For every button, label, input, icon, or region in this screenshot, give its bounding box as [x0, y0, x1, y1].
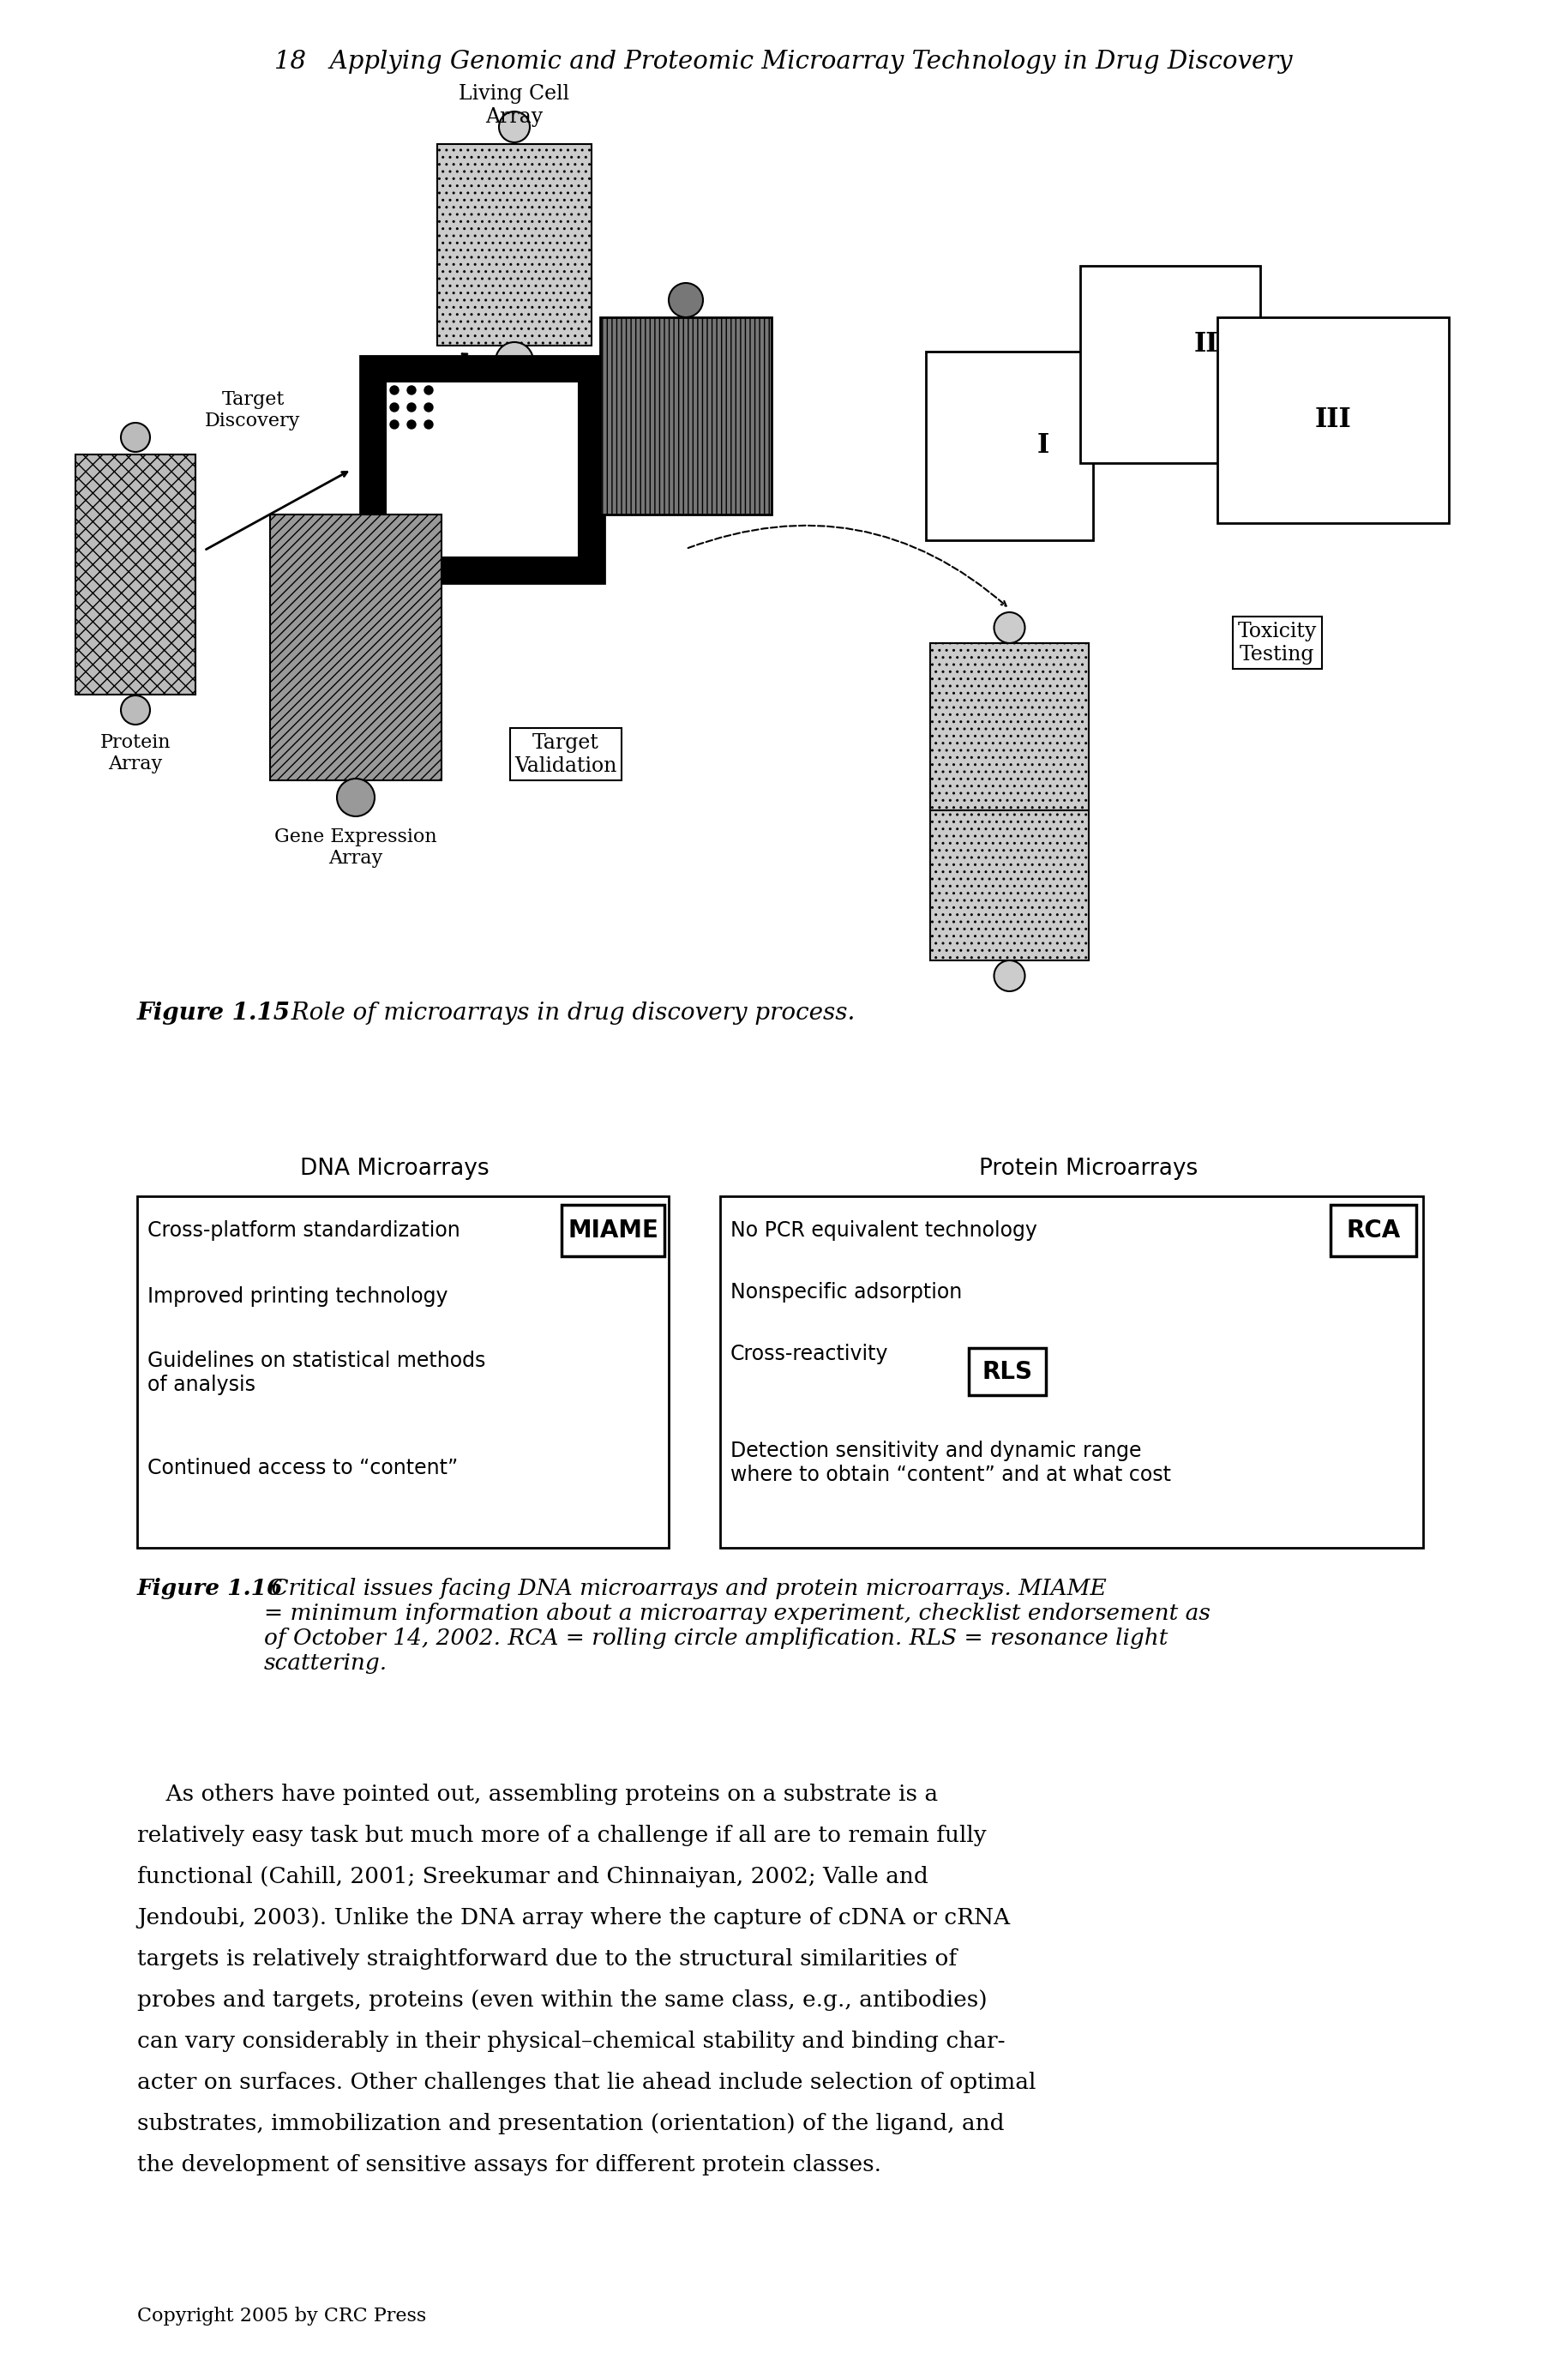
Text: Detection sensitivity and dynamic range
where to obtain “content” and at what co: Detection sensitivity and dynamic range … [731, 1440, 1171, 1486]
Circle shape [390, 421, 398, 428]
Bar [930, 644, 1088, 811]
Bar [969, 1348, 1046, 1395]
Bar [270, 513, 442, 780]
Text: Toxicity
Testing: Toxicity Testing [1237, 623, 1317, 663]
Text: Cross-platform standardization: Cross-platform standardization [147, 1219, 459, 1241]
Text: Critical issues facing DNA microarrays and protein microarrays. MIAME
= minimum : Critical issues facing DNA microarrays a… [263, 1578, 1210, 1673]
Text: Gene Expression
Array: Gene Expression Array [274, 827, 437, 868]
Text: III: III [1316, 406, 1352, 433]
Circle shape [337, 780, 375, 815]
Text: substrates, immobilization and presentation (orientation) of the ligand, and: substrates, immobilization and presentat… [136, 2113, 1005, 2135]
Circle shape [408, 421, 416, 428]
Text: Target
Discovery: Target Discovery [205, 390, 301, 430]
Bar [75, 454, 196, 694]
Text: Copyright 2005 by CRC Press: Copyright 2005 by CRC Press [136, 2306, 426, 2325]
Bar [361, 357, 604, 582]
Bar [561, 1205, 665, 1255]
Text: II: II [1193, 330, 1218, 359]
Circle shape [121, 696, 151, 725]
Circle shape [425, 421, 433, 428]
Bar [437, 145, 591, 345]
Bar [925, 352, 1093, 540]
Circle shape [390, 404, 398, 411]
Circle shape [408, 385, 416, 395]
Text: probes and targets, proteins (even within the same class, e.g., antibodies): probes and targets, proteins (even withi… [136, 1990, 988, 2011]
Text: Cross-reactivity: Cross-reactivity [731, 1343, 889, 1364]
Circle shape [425, 385, 433, 395]
Text: Protein Microarrays: Protein Microarrays [980, 1158, 1198, 1179]
Text: Improved printing technology: Improved printing technology [147, 1286, 448, 1307]
Text: MIAME: MIAME [568, 1219, 659, 1243]
Text: acter on surfaces. Other challenges that lie ahead include selection of optimal: acter on surfaces. Other challenges that… [136, 2073, 1036, 2094]
Bar [1217, 316, 1449, 523]
Text: Figure 1.15: Figure 1.15 [136, 1001, 290, 1024]
Text: Role of microarrays in drug discovery process.: Role of microarrays in drug discovery pr… [276, 1001, 855, 1024]
Text: RCA: RCA [1347, 1219, 1400, 1243]
Text: relatively easy task but much more of a challenge if all are to remain fully: relatively easy task but much more of a … [136, 1826, 986, 1847]
Circle shape [994, 613, 1025, 644]
Circle shape [390, 385, 398, 395]
Text: I: I [1036, 433, 1049, 459]
Circle shape [408, 404, 416, 411]
Bar [1331, 1205, 1416, 1255]
Bar [1080, 266, 1261, 464]
Text: RLS: RLS [982, 1360, 1033, 1383]
Bar [386, 383, 579, 556]
Bar [136, 1196, 668, 1547]
Text: Figure 1.16: Figure 1.16 [136, 1578, 284, 1600]
Text: functional (Cahill, 2001; Sreekumar and Chinnaiyan, 2002; Valle and: functional (Cahill, 2001; Sreekumar and … [136, 1866, 928, 1887]
Circle shape [425, 404, 433, 411]
Text: Guidelines on statistical methods
of analysis: Guidelines on statistical methods of ana… [147, 1350, 486, 1395]
Text: Target
Validation: Target Validation [514, 732, 616, 775]
Text: No PCR equivalent technology: No PCR equivalent technology [731, 1219, 1036, 1241]
Text: can vary considerably in their physical–chemical stability and binding char-: can vary considerably in their physical–… [136, 2030, 1005, 2051]
Text: targets is relatively straightforward due to the structural similarities of: targets is relatively straightforward du… [136, 1949, 956, 1971]
Text: Continued access to “content”: Continued access to “content” [147, 1457, 458, 1478]
Bar [930, 811, 1088, 960]
Text: 18   Applying Genomic and Proteomic Microarray Technology in Drug Discovery: 18 Applying Genomic and Proteomic Microa… [274, 50, 1292, 74]
Circle shape [121, 423, 151, 452]
Text: DNA Microarrays: DNA Microarrays [299, 1158, 489, 1179]
Text: Nonspecific adsorption: Nonspecific adsorption [731, 1281, 963, 1303]
Circle shape [499, 112, 530, 143]
Text: Protein
Array: Protein Array [100, 732, 171, 775]
Text: Jendoubi, 2003). Unlike the DNA array where the capture of cDNA or cRNA: Jendoubi, 2003). Unlike the DNA array wh… [136, 1906, 1010, 1928]
Bar [720, 1196, 1424, 1547]
Text: the development of sensitive assays for different protein classes.: the development of sensitive assays for … [136, 2154, 881, 2175]
Text: As others have pointed out, assembling proteins on a substrate is a: As others have pointed out, assembling p… [136, 1783, 938, 1804]
Circle shape [994, 960, 1025, 991]
Circle shape [668, 283, 702, 316]
Text: Living Cell
Array: Living Cell Array [459, 83, 569, 126]
Circle shape [495, 342, 533, 380]
Bar [601, 316, 771, 513]
